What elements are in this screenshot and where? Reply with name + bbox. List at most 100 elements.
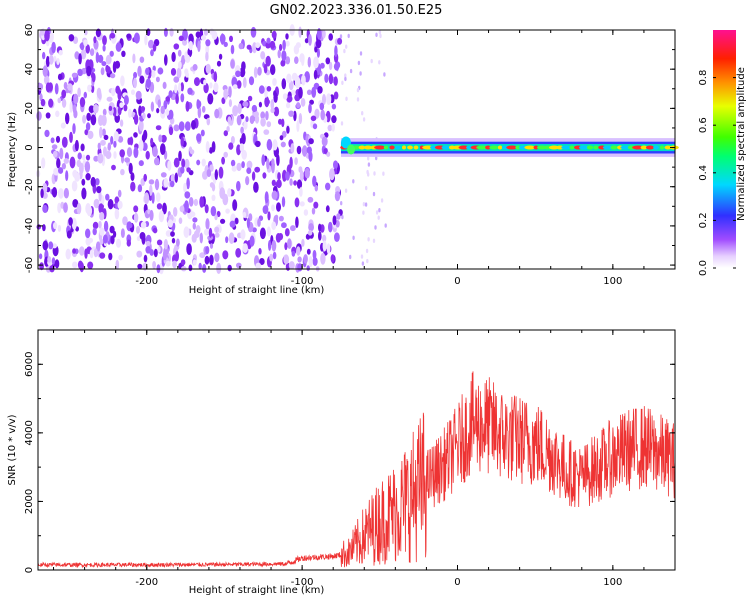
spectrogram-cell [257, 66, 262, 76]
spectrogram-cell [39, 28, 45, 36]
spectrogram-cell [214, 169, 218, 181]
colorbar-tick-label: 0.6 [698, 117, 709, 133]
spectrogram-cell [260, 117, 266, 127]
spectrogram-cell [139, 56, 145, 63]
spectrogram-cell [285, 171, 290, 181]
spectrogram-cell [36, 224, 42, 230]
spectrogram-cell [71, 72, 78, 78]
spectrogram-cell [270, 107, 275, 114]
spectrogram-cell [229, 220, 236, 228]
spectrogram-cell [301, 145, 308, 157]
spectrogram-cell [314, 46, 318, 53]
spectrogram-cell [50, 137, 55, 144]
spectrogram-cell [150, 101, 155, 112]
spectrogram-cell [266, 121, 272, 128]
spectrogram-cell [184, 191, 191, 199]
spectrogram-cell [119, 119, 124, 127]
spectrogram-cell [85, 44, 90, 54]
spectrogram-cell [85, 154, 91, 161]
spectrogram-cell [110, 235, 115, 245]
spectrogram-cell [176, 67, 182, 79]
spectrogram-cell [289, 156, 293, 169]
spectrogram-cell [288, 261, 295, 270]
spectrogram-cell [238, 42, 244, 50]
spectrogram-cell [260, 111, 266, 120]
spectrogram-cell [240, 229, 246, 240]
spectrogram-cell [165, 260, 171, 267]
spectrogram-cell [375, 210, 379, 215]
spectrogram-cell [266, 139, 273, 151]
spectrogram-cell [333, 76, 338, 86]
spectrogram-cell [42, 51, 46, 60]
spectrogram-cell [79, 162, 84, 174]
spectrogram-cell [561, 145, 571, 150]
spectrogram-y-axis-label: Frequency (Hz) [7, 112, 18, 188]
spectrogram-cell [176, 238, 180, 247]
spectrogram-cell [137, 65, 142, 77]
spectrogram-cell [188, 264, 193, 272]
spectrogram-cell [160, 134, 167, 143]
spectrogram-cell [236, 144, 241, 156]
spectrogram-cell [361, 261, 365, 266]
spectrogram-cell [230, 159, 236, 167]
spectrogram-cell [285, 102, 291, 109]
spectrogram-cell [337, 37, 343, 45]
spectrogram-cell [257, 218, 261, 227]
spectrogram-cell [271, 161, 275, 174]
spectrogram-cell [96, 87, 102, 99]
spectrogram-cell [128, 162, 133, 175]
spectrogram-cell [374, 225, 377, 230]
spectrogram-cell [216, 210, 221, 218]
spectrogram-cell [147, 113, 151, 119]
spectrogram-cell [317, 86, 323, 94]
spectrogram-cell [81, 178, 86, 186]
x-tick-label: 0 [454, 577, 460, 588]
spectrogram-cell [186, 243, 192, 256]
spectrogram-cell [236, 180, 241, 192]
spectrogram-cell [298, 86, 303, 99]
chart-title: GN02.2023.336.01.50.E25 [270, 3, 443, 18]
spectrogram-cell [296, 246, 301, 256]
spectrogram-cell [97, 142, 101, 150]
spectrogram-cell [330, 254, 335, 263]
spectrogram-cell [313, 69, 318, 80]
spectrogram-cell [60, 122, 66, 129]
spectrogram-cell [93, 104, 99, 114]
spectrogram-cell [323, 148, 328, 155]
spectrogram-cell [173, 157, 180, 168]
spectrogram-cell [133, 205, 139, 213]
spectrogram-cell [137, 184, 143, 193]
spectrogram-cell [69, 101, 73, 113]
spectrogram-cell [294, 197, 300, 208]
spectrogram-cell [273, 106, 280, 117]
spectrogram-cell [277, 49, 281, 59]
spectrogram-cell [68, 217, 73, 226]
spectrogram-cell [235, 248, 242, 258]
spectrogram-cell [132, 53, 136, 64]
spectrogram-cell [183, 182, 187, 193]
spectrogram-cell [322, 94, 326, 105]
spectrogram-cell [44, 129, 50, 138]
spectrogram-cell [170, 68, 177, 76]
spectrogram-cell [179, 205, 185, 213]
spectrogram-cell [152, 65, 156, 72]
spectrogram-cell [209, 243, 214, 249]
spectrogram-cell [263, 129, 270, 135]
spectrogram-cell [237, 103, 242, 115]
spectrogram-cell [133, 77, 137, 89]
spectrogram-cell [130, 181, 136, 192]
spectrogram-cell [79, 97, 86, 108]
spectrogram-cell [284, 242, 288, 251]
spectrogram-cell [218, 166, 224, 179]
spectrogram-cell [168, 109, 174, 120]
spectrogram-cell [99, 211, 105, 221]
spectrogram-cell [54, 83, 59, 95]
spectrogram-y-ticks: -60 -40 -20 0 20 40 60 [24, 24, 675, 273]
spectrogram-cell [189, 211, 196, 217]
spectrogram-cell [206, 168, 212, 178]
spectrogram-cell [345, 96, 348, 102]
spectrogram-cell [86, 205, 93, 217]
spectrogram-cell [296, 102, 301, 109]
spectrogram-cell [374, 145, 386, 150]
